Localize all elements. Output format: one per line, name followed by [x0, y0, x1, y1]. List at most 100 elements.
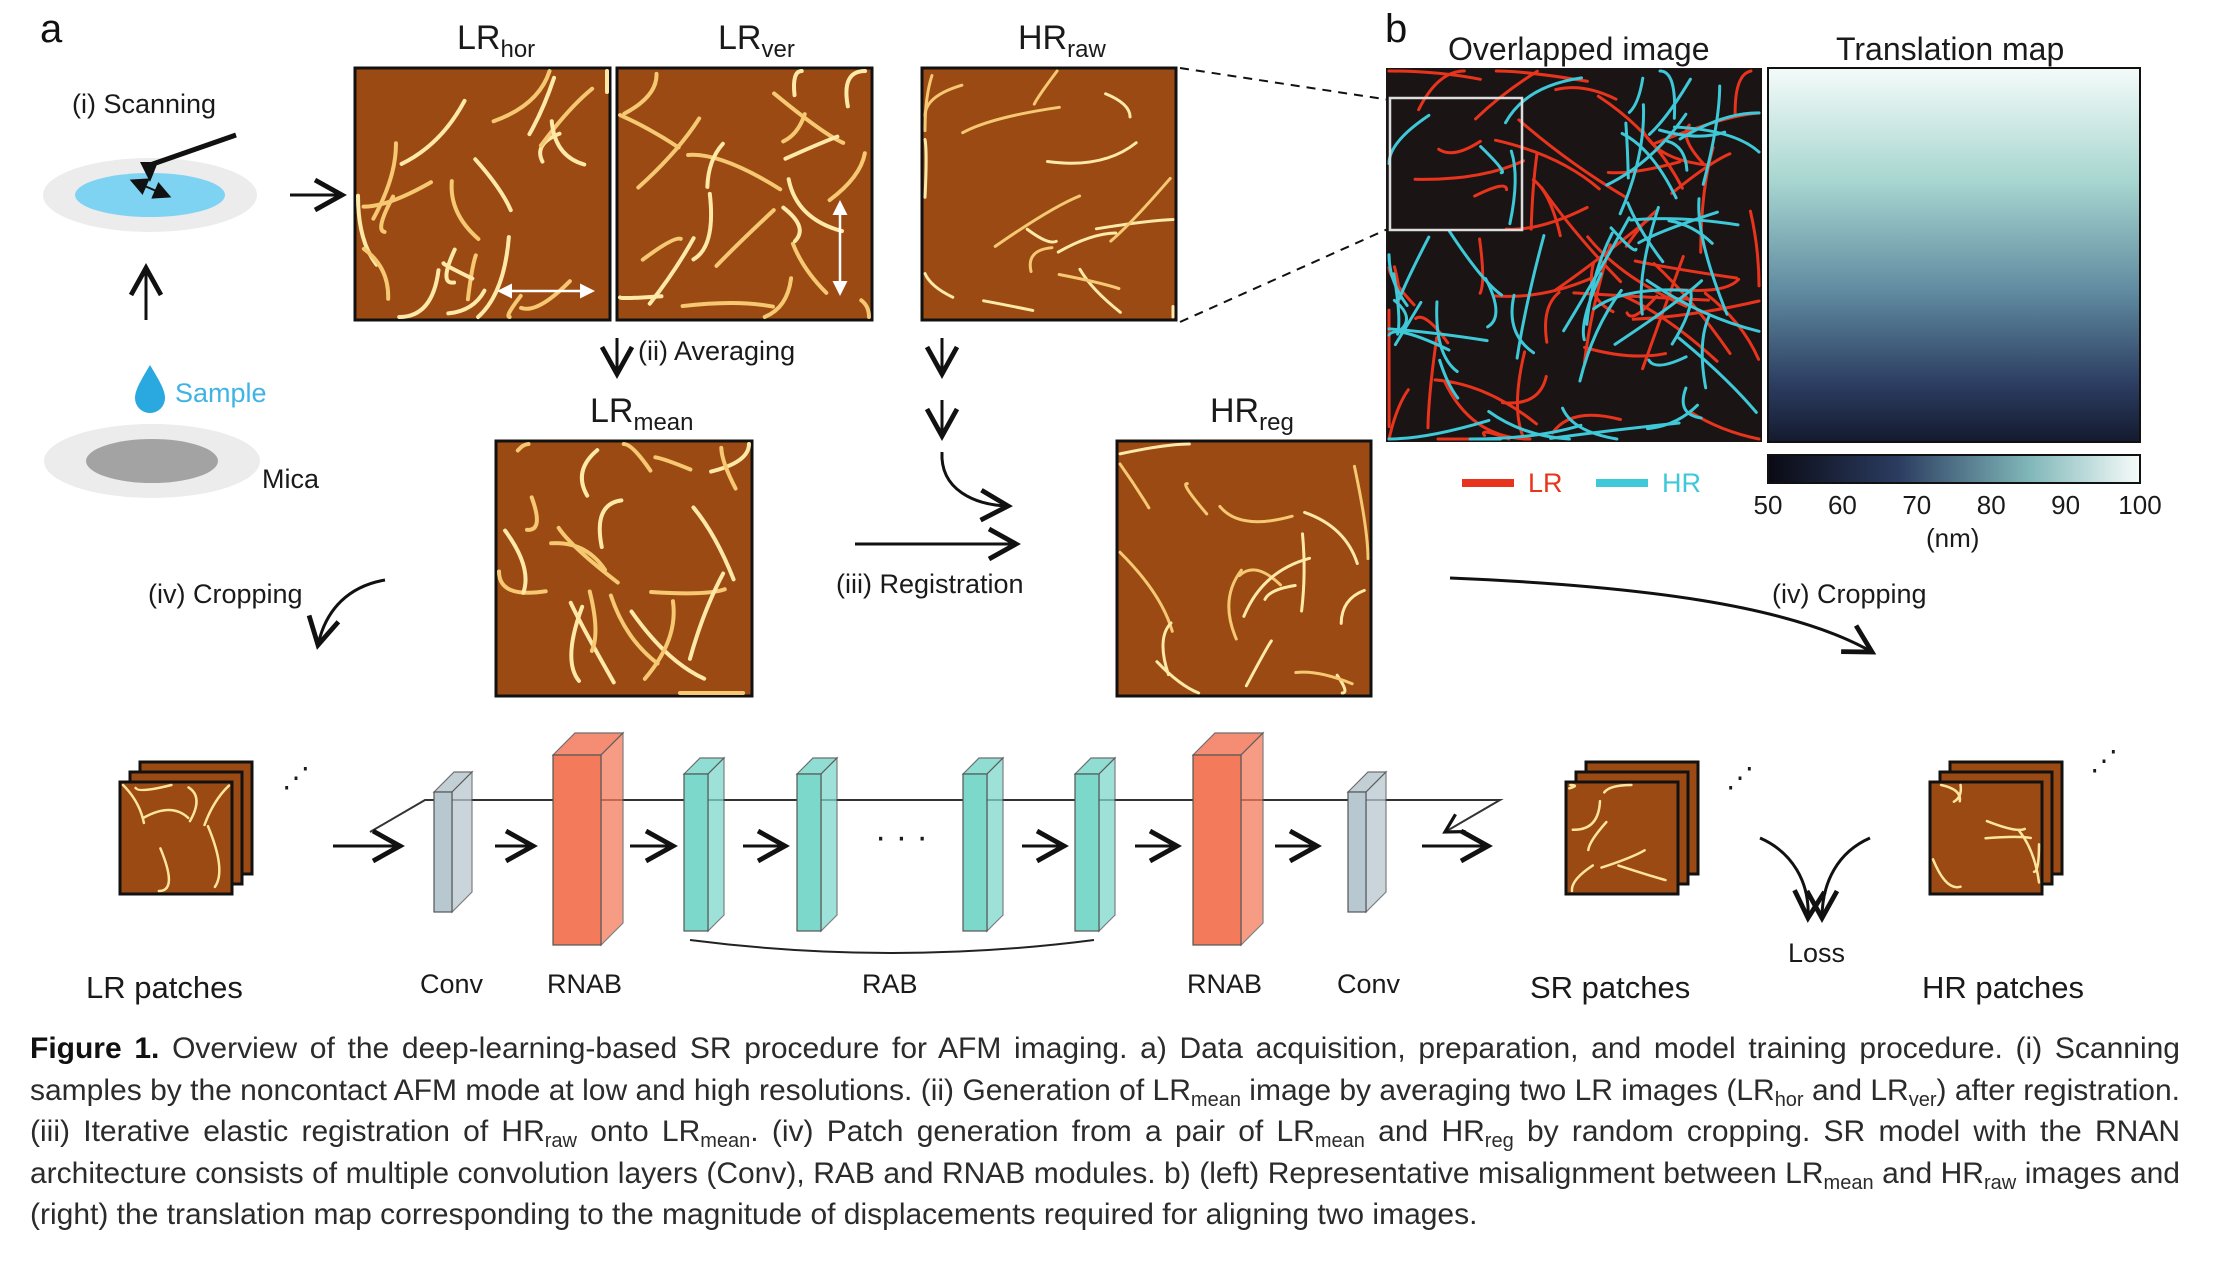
colorbar-tick-label: 70 — [1902, 490, 1931, 520]
fibril-stroke — [608, 593, 660, 666]
afm-background — [920, 66, 1178, 322]
fibril-stroke — [1438, 358, 1460, 400]
zoom-line-top — [1179, 67, 1391, 101]
fibril-stroke — [1646, 403, 1699, 431]
patch-tile — [1564, 780, 1680, 896]
fibril-stroke — [1437, 139, 1482, 155]
rab-ellipsis: · · · — [875, 818, 928, 856]
conv-left-block — [432, 770, 474, 914]
fibril-stroke — [449, 179, 481, 241]
overlapped-image-title: Overlapped image — [1448, 31, 1709, 67]
colorbar-tick-label: 100 — [2118, 490, 2161, 520]
fibril-stroke — [993, 194, 1082, 248]
loss-arrow-left — [1759, 836, 1827, 923]
fibril-stroke — [397, 268, 441, 319]
fibril-stroke — [1414, 315, 1450, 345]
fibril-stroke — [142, 808, 190, 820]
fibril-stroke — [642, 599, 676, 681]
legend-hr-label: HR — [1662, 468, 1701, 498]
fibril-stroke — [1549, 421, 1681, 440]
fibril-stroke — [1094, 218, 1175, 231]
fibril-stroke — [1435, 300, 1459, 373]
fibril-stroke — [444, 247, 457, 285]
fibril-stroke — [719, 445, 738, 491]
caption-text: images and (right) the translation map c… — [30, 1156, 2180, 1232]
caption-text: ) after registration. (iii) Iterative el… — [30, 1073, 2180, 1149]
rnab-right-block — [1191, 731, 1265, 947]
fibril-stroke — [1515, 234, 1546, 360]
afm-image-lr-hor — [353, 66, 612, 322]
fibril-stroke — [653, 455, 693, 472]
fibril-stroke — [772, 91, 846, 145]
fibril-stroke — [1670, 152, 1732, 195]
fibril-stroke — [538, 86, 595, 148]
fibril-stroke — [1474, 69, 1539, 121]
fibril-stroke — [618, 113, 681, 150]
fibril-stroke — [1748, 209, 1761, 288]
caption-subscript: mean — [700, 1130, 751, 1152]
fibril-stroke — [961, 105, 1061, 135]
cropping-left-arrow — [306, 578, 386, 650]
fibril-stroke — [622, 71, 659, 116]
fibril-stroke — [1303, 510, 1359, 566]
fibril-stroke — [1237, 568, 1283, 587]
fibril-stroke — [859, 298, 871, 319]
fibril-stroke — [597, 498, 624, 550]
patch-tile — [118, 780, 234, 896]
fibril-stroke — [1587, 820, 1608, 852]
fibril-stroke — [781, 205, 802, 244]
fibril-stroke — [1478, 237, 1485, 295]
skip-connection-line — [369, 799, 1504, 834]
conv-right-label: Conv — [1337, 969, 1401, 999]
colorbar-ticks: 50 60 70 80 90 100 — [1754, 490, 2162, 520]
fibril-stroke — [923, 74, 934, 133]
hr-raw-curve-arrow — [940, 451, 1013, 523]
fibril-stroke — [1939, 783, 1962, 803]
network-blocks — [432, 731, 1388, 947]
fibril-stroke — [1571, 799, 1602, 831]
fibril-stroke — [1056, 231, 1118, 254]
fibril-stroke — [691, 505, 736, 582]
legend-lr-label: LR — [1528, 468, 1563, 498]
legend-lr-swatch — [1462, 479, 1514, 487]
fibril-stroke — [1032, 69, 1059, 106]
fibril-stroke — [1263, 583, 1297, 601]
fibril-stroke — [527, 75, 557, 137]
fibril-stroke — [1585, 231, 1614, 326]
fibril-stroke — [1600, 849, 1646, 869]
fibril-stroke — [1603, 783, 1633, 794]
fibril-stroke — [1606, 160, 1682, 175]
fibril-stroke — [1487, 410, 1571, 441]
hr-reg-title: HRreg — [1210, 392, 1294, 436]
scanning-illustration — [43, 132, 257, 232]
fibril-stroke — [1392, 272, 1401, 336]
fibril-stroke — [361, 246, 391, 301]
fibril-stroke — [1104, 92, 1132, 119]
fibril-stroke — [2018, 829, 2041, 884]
fibril-stroke — [1554, 86, 1618, 101]
lr-patches-stack — [118, 760, 254, 896]
fibril-stroke — [1118, 442, 1191, 456]
fibril-stroke — [1294, 670, 1354, 686]
fibril-stroke — [1352, 464, 1370, 561]
fibril-stroke — [497, 569, 548, 595]
fibril-stroke — [1218, 504, 1294, 524]
fibril-stroke — [1620, 131, 1678, 200]
fibril-stroke — [649, 587, 727, 596]
caption-text: image by averaging two LR images (LR — [1240, 1073, 1775, 1107]
fibril-stroke — [569, 604, 585, 683]
fibril-stroke — [1665, 139, 1689, 172]
lr-patches-label: LR patches — [86, 970, 243, 1005]
fibril-stroke — [549, 119, 587, 167]
rab-block-2 — [795, 756, 839, 933]
fibril-stroke — [1500, 374, 1548, 405]
fibril-stroke — [1629, 217, 1740, 227]
loss-arrow-right — [1804, 836, 1871, 923]
fibril-stroke — [1657, 128, 1727, 138]
fibril-stroke — [1417, 69, 1466, 112]
caption-text: and HR — [1364, 1115, 1485, 1148]
lr-mean-title: LRmean — [590, 392, 694, 436]
afm-background — [1115, 439, 1373, 698]
caption-text: onto LR — [576, 1115, 701, 1148]
fibril-stroke — [1387, 69, 1482, 81]
